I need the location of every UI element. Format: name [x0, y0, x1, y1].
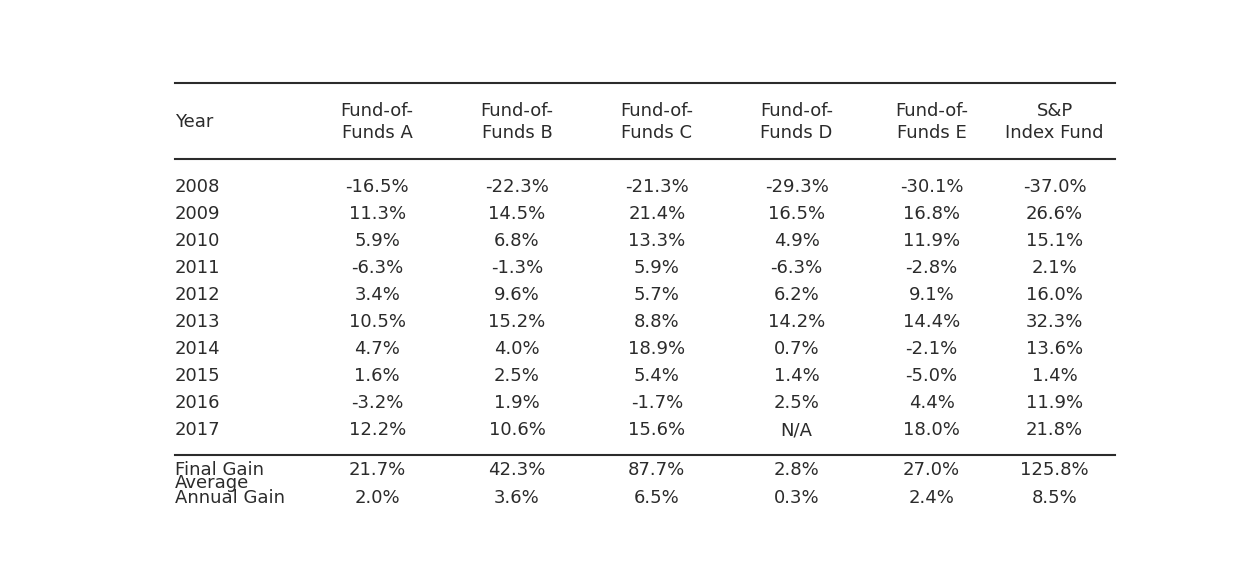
Text: 26.6%: 26.6% [1026, 206, 1084, 223]
Text: Annual Gain: Annual Gain [174, 489, 285, 507]
Text: -2.8%: -2.8% [906, 259, 958, 277]
Text: 6.8%: 6.8% [494, 232, 540, 250]
Text: 16.0%: 16.0% [1026, 286, 1084, 305]
Text: 14.5%: 14.5% [489, 206, 546, 223]
Text: 21.7%: 21.7% [348, 461, 406, 479]
Text: 1.9%: 1.9% [494, 394, 540, 412]
Text: Fund-of-
Funds E: Fund-of- Funds E [896, 102, 968, 142]
Text: 27.0%: 27.0% [903, 461, 960, 479]
Text: 2016: 2016 [174, 394, 220, 412]
Text: 2008: 2008 [174, 179, 220, 197]
Text: 1.6%: 1.6% [355, 367, 401, 385]
Text: Fund-of-
Funds B: Fund-of- Funds B [480, 102, 554, 142]
Text: 9.1%: 9.1% [908, 286, 954, 305]
Text: 1.4%: 1.4% [774, 367, 820, 385]
Text: 5.9%: 5.9% [634, 259, 679, 277]
Text: -6.3%: -6.3% [351, 259, 403, 277]
Text: 14.2%: 14.2% [768, 314, 825, 331]
Text: 0.3%: 0.3% [774, 489, 820, 507]
Text: 18.9%: 18.9% [628, 340, 685, 358]
Text: 6.5%: 6.5% [634, 489, 679, 507]
Text: 9.6%: 9.6% [494, 286, 540, 305]
Text: 2.1%: 2.1% [1031, 259, 1077, 277]
Text: 11.9%: 11.9% [1026, 394, 1084, 412]
Text: 2011: 2011 [174, 259, 220, 277]
Text: 2.0%: 2.0% [355, 489, 401, 507]
Text: 11.3%: 11.3% [348, 206, 406, 223]
Text: 42.3%: 42.3% [489, 461, 546, 479]
Text: Fund-of-
Funds D: Fund-of- Funds D [760, 102, 833, 142]
Text: 32.3%: 32.3% [1026, 314, 1084, 331]
Text: 11.9%: 11.9% [903, 232, 960, 250]
Text: -29.3%: -29.3% [765, 179, 829, 197]
Text: 15.2%: 15.2% [489, 314, 546, 331]
Text: 13.6%: 13.6% [1026, 340, 1084, 358]
Text: -2.1%: -2.1% [906, 340, 958, 358]
Text: 2012: 2012 [174, 286, 220, 305]
Text: 4.4%: 4.4% [908, 394, 954, 412]
Text: Fund-of-
Funds A: Fund-of- Funds A [341, 102, 414, 142]
Text: 87.7%: 87.7% [628, 461, 685, 479]
Text: 6.2%: 6.2% [774, 286, 820, 305]
Text: 5.4%: 5.4% [634, 367, 679, 385]
Text: 16.8%: 16.8% [903, 206, 960, 223]
Text: 2013: 2013 [174, 314, 220, 331]
Text: N/A: N/A [781, 421, 812, 439]
Text: -6.3%: -6.3% [770, 259, 822, 277]
Text: 2010: 2010 [174, 232, 220, 250]
Text: -22.3%: -22.3% [485, 179, 549, 197]
Text: 2.5%: 2.5% [494, 367, 540, 385]
Text: 3.4%: 3.4% [355, 286, 401, 305]
Text: 21.8%: 21.8% [1026, 421, 1084, 439]
Text: 2017: 2017 [174, 421, 220, 439]
Text: 5.7%: 5.7% [634, 286, 679, 305]
Text: -16.5%: -16.5% [346, 179, 409, 197]
Text: -30.1%: -30.1% [899, 179, 963, 197]
Text: 2015: 2015 [174, 367, 220, 385]
Text: Final Gain: Final Gain [174, 461, 264, 479]
Text: 0.7%: 0.7% [774, 340, 820, 358]
Text: 12.2%: 12.2% [348, 421, 406, 439]
Text: -37.0%: -37.0% [1023, 179, 1086, 197]
Text: 8.8%: 8.8% [634, 314, 679, 331]
Text: 2.5%: 2.5% [774, 394, 820, 412]
Text: 2.4%: 2.4% [908, 489, 954, 507]
Text: Average: Average [174, 474, 249, 492]
Text: 14.4%: 14.4% [903, 314, 960, 331]
Text: 2.8%: 2.8% [774, 461, 820, 479]
Text: 10.5%: 10.5% [348, 314, 406, 331]
Text: Year: Year [174, 113, 213, 131]
Text: -1.7%: -1.7% [631, 394, 683, 412]
Text: 2014: 2014 [174, 340, 220, 358]
Text: 13.3%: 13.3% [628, 232, 685, 250]
Text: -3.2%: -3.2% [351, 394, 403, 412]
Text: 125.8%: 125.8% [1020, 461, 1088, 479]
Text: 4.7%: 4.7% [355, 340, 401, 358]
Text: 2009: 2009 [174, 206, 220, 223]
Text: -5.0%: -5.0% [906, 367, 958, 385]
Text: 4.9%: 4.9% [774, 232, 820, 250]
Text: 1.4%: 1.4% [1031, 367, 1077, 385]
Text: -1.3%: -1.3% [491, 259, 544, 277]
Text: 5.9%: 5.9% [355, 232, 401, 250]
Text: S&P
Index Fund: S&P Index Fund [1005, 102, 1103, 142]
Text: 10.6%: 10.6% [489, 421, 545, 439]
Text: 21.4%: 21.4% [628, 206, 685, 223]
Text: 8.5%: 8.5% [1031, 489, 1077, 507]
Text: 16.5%: 16.5% [768, 206, 825, 223]
Text: 15.6%: 15.6% [628, 421, 685, 439]
Text: -21.3%: -21.3% [624, 179, 689, 197]
Text: 3.6%: 3.6% [494, 489, 540, 507]
Text: 15.1%: 15.1% [1026, 232, 1084, 250]
Text: Fund-of-
Funds C: Fund-of- Funds C [621, 102, 693, 142]
Text: 4.0%: 4.0% [494, 340, 540, 358]
Text: 18.0%: 18.0% [903, 421, 960, 439]
